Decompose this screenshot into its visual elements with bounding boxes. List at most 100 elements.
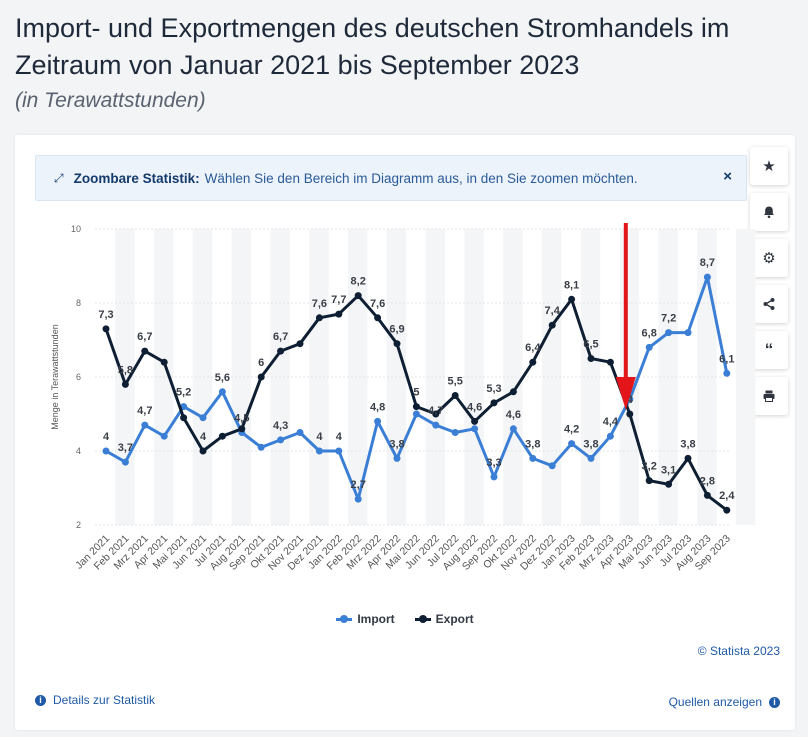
data-point-export (529, 358, 537, 366)
data-point-export (490, 399, 498, 407)
data-point-export (412, 403, 420, 411)
share-button[interactable] (750, 285, 788, 323)
page-subtitle: (in Terawattstunden) (15, 89, 206, 112)
data-label-export: 3,8 (680, 438, 695, 450)
data-label-export: 6 (258, 357, 264, 369)
info-icon: i (769, 696, 780, 708)
data-label-export: 2,8 (700, 475, 715, 487)
data-point-export (645, 477, 653, 485)
data-label-export: 5 (413, 387, 419, 399)
data-point-import (354, 495, 362, 503)
data-label-import: 3,3 (486, 457, 501, 469)
legend-label-import: Import (357, 612, 395, 626)
zoom-banner-title: Zoombare Statistik: (73, 170, 200, 186)
data-point-export (257, 373, 265, 381)
data-label-import: 7,2 (661, 313, 676, 325)
data-point-export (315, 314, 323, 322)
expand-icon: ⤢ (54, 170, 64, 185)
data-point-import (548, 462, 556, 470)
data-point-export (587, 355, 595, 362)
data-label-export: 6,9 (389, 324, 404, 336)
data-label-import: 5,2 (176, 387, 191, 399)
data-point-export (451, 392, 459, 399)
data-label-export: 5,5 (448, 376, 463, 388)
data-point-import (121, 458, 129, 466)
y-tick-label: 8 (76, 298, 81, 308)
data-point-import (529, 454, 537, 462)
cite-button[interactable]: “ (750, 331, 788, 369)
data-label-import: 3,8 (389, 438, 404, 450)
data-point-import (412, 410, 420, 418)
page-title: Import- und Exportmengen des deutschen S… (15, 13, 730, 80)
data-point-export (121, 380, 129, 388)
zoom-banner-text: Wählen Sie den Bereich im Diagramm aus, … (204, 170, 638, 186)
data-label-export: 3,2 (642, 461, 657, 473)
data-label-import: 4,4 (603, 416, 619, 428)
gear-icon: ⚙ (762, 250, 776, 267)
data-point-export (471, 417, 479, 425)
column-band (464, 229, 484, 525)
data-point-export (432, 410, 440, 418)
data-point-import (568, 440, 576, 448)
zoom-info-banner: ⤢ Zoombare Statistik: Wählen Sie den Ber… (35, 155, 747, 201)
data-point-import (296, 429, 304, 436)
data-point-export (684, 454, 692, 462)
data-label-export: 2,4 (719, 490, 735, 502)
star-icon: ★ (762, 158, 776, 175)
data-point-import (665, 329, 673, 337)
data-point-export (626, 410, 634, 418)
data-label-import: 4,7 (428, 405, 443, 417)
data-label-export: 8,2 (351, 276, 366, 288)
data-label-export: 4 (200, 431, 207, 443)
data-label-import: 4,6 (506, 409, 521, 421)
data-label-export: 4 (627, 394, 634, 406)
data-point-import (509, 425, 517, 433)
data-point-export (374, 314, 382, 322)
legend-item-import[interactable]: Import (336, 612, 395, 626)
data-label-export: 7,7 (331, 294, 346, 306)
data-point-export (703, 491, 711, 499)
data-point-export (354, 292, 362, 300)
data-label-export: 4,6 (467, 401, 482, 413)
data-point-export (296, 340, 304, 348)
data-point-import (315, 447, 323, 455)
share-icon (763, 298, 775, 310)
data-label-export: 7,6 (370, 298, 385, 310)
data-point-export (238, 425, 246, 433)
data-label-import: 3,8 (525, 438, 540, 450)
legend-item-export[interactable]: Export (414, 612, 474, 626)
favorite-button[interactable]: ★ (750, 147, 788, 185)
data-label-import: 4 (316, 431, 323, 443)
copyright-text: © Statista 2023 (697, 644, 780, 658)
data-label-import: 5,6 (215, 372, 230, 384)
data-label-import: 6,1 (719, 353, 734, 365)
data-point-export (606, 358, 614, 366)
settings-button[interactable]: ⚙ (750, 239, 788, 277)
legend-swatch-import (336, 615, 353, 623)
print-button[interactable] (750, 377, 788, 415)
legend-label-export: Export (435, 612, 474, 626)
notification-button[interactable] (750, 193, 788, 231)
data-point-export (199, 447, 207, 455)
data-label-export: 6,5 (583, 339, 598, 351)
data-point-export (160, 358, 168, 366)
data-point-export (509, 388, 517, 396)
data-point-export (218, 432, 226, 440)
y-tick-label: 10 (71, 224, 81, 234)
data-label-export: 7,6 (312, 298, 327, 310)
chart-legend: Import Export (15, 612, 795, 626)
data-point-import (335, 447, 343, 455)
close-banner-button[interactable]: × (723, 168, 732, 185)
data-point-import (218, 388, 226, 396)
data-label-import: 4,7 (137, 405, 152, 417)
data-label-export: 5,8 (118, 364, 133, 376)
details-link[interactable]: i Details zur Statistik (35, 693, 155, 707)
data-point-export (665, 480, 673, 488)
data-point-import (703, 273, 711, 281)
sources-link[interactable]: Quellen anzeigen i (669, 695, 780, 709)
data-label-export: 7,4 (545, 305, 561, 317)
data-label-export: 6,7 (273, 331, 288, 343)
data-point-import (490, 473, 498, 481)
data-point-import (102, 447, 110, 455)
